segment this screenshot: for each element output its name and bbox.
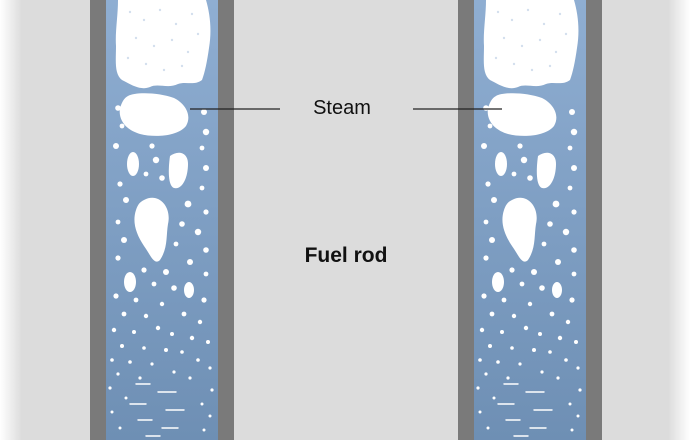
steam-label: Steam	[313, 97, 371, 119]
fuel-rod-center	[234, 0, 458, 440]
coolant-channel-left	[89, 0, 235, 440]
fuel-rod-label: Fuel rod	[304, 244, 388, 267]
left-edge-fade	[0, 0, 22, 440]
coolant-channel-right	[457, 0, 603, 440]
right-edge-fade	[668, 0, 690, 440]
